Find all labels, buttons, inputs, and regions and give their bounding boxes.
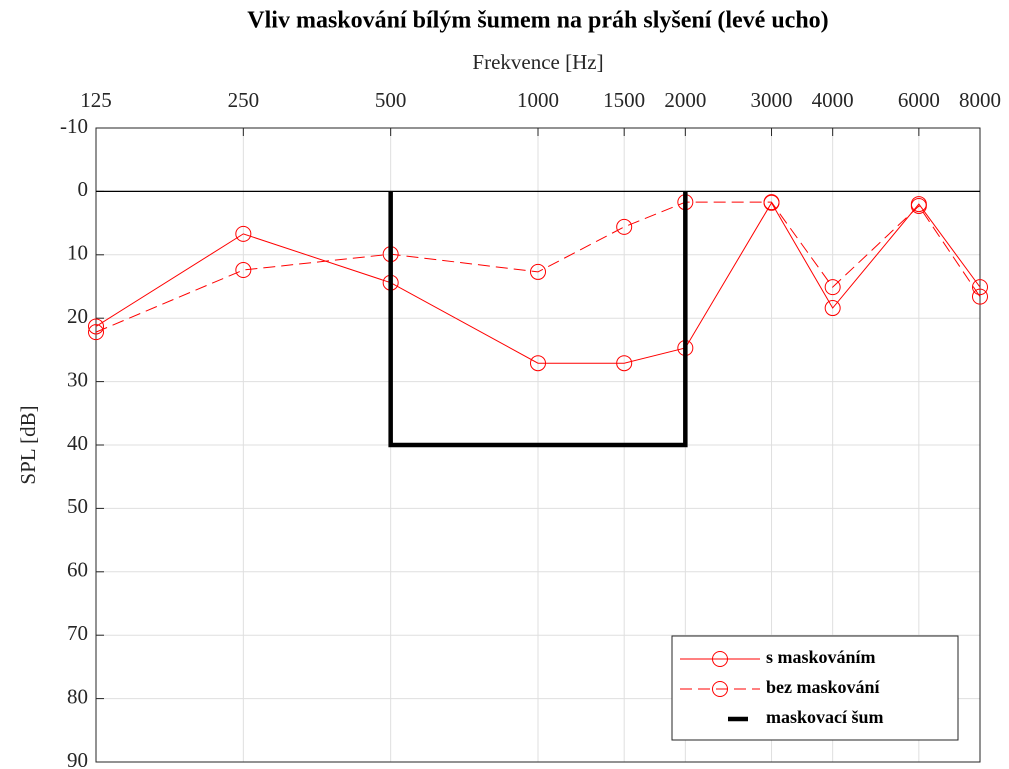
marker: [235, 225, 252, 242]
x-tick-label: 8000: [959, 88, 1001, 112]
marker: [530, 355, 546, 372]
x-tick-label: 4000: [812, 88, 854, 112]
marker: [88, 318, 104, 335]
x-tick-label: 125: [80, 88, 112, 112]
marker: [824, 300, 841, 317]
marker: [910, 197, 927, 214]
marker: [824, 279, 841, 296]
series-line: [95, 201, 981, 333]
marker: [616, 218, 633, 235]
marker: [235, 262, 252, 279]
x-tick-label: 6000: [898, 88, 940, 112]
y-tick-label: -10: [60, 114, 88, 138]
legend-marker: [712, 681, 728, 697]
y-tick-label: 90: [67, 748, 88, 769]
legend-box: [671, 635, 959, 741]
x-tick-label: 2000: [664, 88, 706, 112]
y-tick-label: 50: [67, 494, 88, 518]
y-tick-label: 70: [67, 621, 88, 645]
series-line: [388, 191, 688, 448]
marker: [972, 288, 988, 305]
y-tick-label: 0: [78, 177, 89, 201]
marker: [88, 324, 104, 341]
y-tick-label: 30: [67, 367, 88, 391]
legend-marker: [712, 651, 728, 667]
legend: s maskováním bez maskování maskovací šum: [671, 635, 959, 741]
x-axis-label: Frekvence [Hz]: [472, 50, 603, 74]
x-tick-label: 500: [375, 88, 407, 112]
marker: [972, 279, 988, 296]
x-tick-label: 1000: [517, 88, 559, 112]
y-tick-label: 80: [67, 684, 88, 708]
y-tick-label: 10: [67, 241, 88, 265]
marker: [530, 263, 546, 280]
y-tick-label: 60: [67, 558, 88, 582]
legend-label: maskovací šum: [766, 707, 884, 727]
y-axis-label: SPL [dB]: [16, 405, 40, 484]
series-line: [95, 201, 981, 364]
legend-label: bez maskování: [766, 677, 881, 697]
x-tick-label: 3000: [751, 88, 793, 112]
y-tick-label: 40: [67, 431, 88, 455]
marker: [616, 355, 633, 372]
x-tick-label: 250: [228, 88, 260, 112]
chart-title: Vliv maskování bílým šumem na práh slyše…: [247, 8, 828, 34]
marker: [763, 194, 780, 211]
plot-frame: [95, 127, 981, 763]
y-tick-label: 20: [67, 304, 88, 328]
x-tick-label: 1500: [603, 88, 645, 112]
legend-label: s maskováním: [766, 647, 876, 667]
